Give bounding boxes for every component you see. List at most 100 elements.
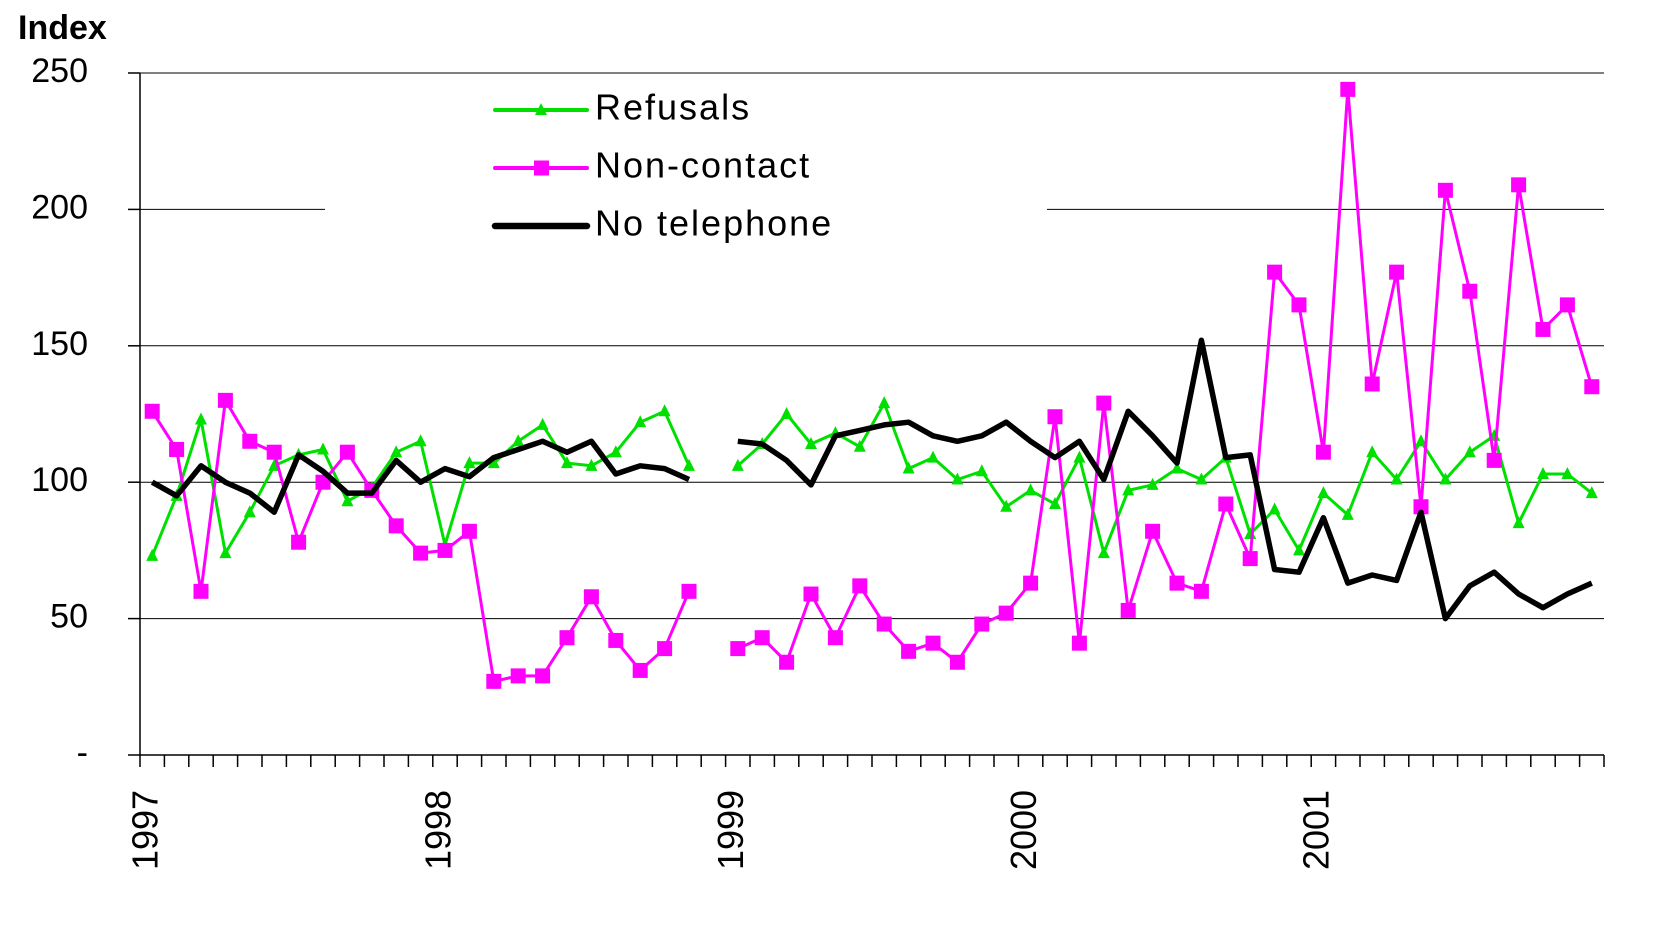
marker [1561,467,1574,480]
x-tick-label: 1997 [125,790,166,870]
marker [1268,502,1281,515]
marker [927,450,939,463]
marker [1193,583,1209,599]
marker [512,434,525,447]
legend-marker [535,103,547,115]
marker [803,586,819,602]
marker [510,668,526,684]
marker [1439,472,1452,485]
marker [317,442,329,455]
marker [315,474,331,490]
marker [1171,461,1183,474]
marker [1169,575,1185,591]
marker [266,444,282,460]
marker [585,458,598,471]
marker [486,673,502,689]
marker [1218,496,1234,512]
marker [291,534,307,550]
y-tick-label: 50 [50,598,88,636]
legend-box [325,82,1047,252]
legend-marker [534,160,549,176]
marker [1535,321,1551,337]
marker [925,635,941,651]
marker [1242,551,1258,567]
marker [780,407,793,419]
marker [217,392,233,408]
marker [657,641,673,657]
marker [608,632,624,648]
marker [1195,472,1208,485]
marker [1341,507,1354,520]
marker [951,472,964,485]
marker [1437,182,1453,198]
marker [730,641,746,657]
marker [975,464,988,477]
marker [1364,376,1380,392]
legend-label: No telephone [595,203,833,244]
marker [1463,445,1476,458]
marker [658,404,671,417]
marker [632,662,648,678]
marker [827,630,843,646]
marker [1462,283,1478,299]
marker [1122,483,1135,496]
marker [1073,450,1086,463]
marker [146,548,159,561]
marker [1145,523,1161,539]
marker [902,461,915,474]
marker [681,583,697,599]
y-tick-label: 100 [31,461,88,499]
marker [414,434,427,447]
marker [437,542,453,558]
marker [609,445,622,458]
x-tick-label: 1998 [417,790,458,870]
marker [779,654,795,670]
marker [1267,264,1283,280]
marker [998,605,1014,621]
marker [219,546,232,559]
marker [341,494,354,507]
marker [169,441,185,457]
marker [683,458,695,471]
marker [1120,602,1136,618]
marker [339,444,355,460]
marker [1413,499,1429,515]
marker [461,523,477,539]
marker [487,456,500,469]
marker [536,417,549,430]
marker [1291,297,1307,313]
marker [634,415,647,428]
marker [1512,516,1525,529]
marker [242,433,258,449]
marker [463,456,476,469]
marker [1315,444,1331,460]
marker [1486,452,1502,468]
marker [1049,497,1061,510]
marker [1000,499,1013,512]
marker [413,545,429,561]
marker [731,458,744,471]
marker [1293,543,1305,556]
marker [1585,486,1598,499]
legend-label: Non-contact [595,145,811,186]
marker [1415,434,1427,447]
marker [853,439,866,452]
legend-item: Refusals [493,87,749,128]
y-tick-label: 250 [31,52,88,90]
marker [1366,445,1379,458]
marker [390,445,403,458]
x-tick-label: 2001 [1296,790,1337,870]
marker [559,630,575,646]
marker [878,396,891,409]
marker [852,578,868,594]
marker [243,505,256,518]
marker [1047,409,1063,425]
marker [144,403,160,419]
marker [1390,472,1403,485]
marker [1071,635,1087,651]
marker [1317,486,1330,499]
x-tick-label: 1999 [710,790,751,870]
marker [1096,395,1112,411]
y-axis-label: Index [18,9,107,47]
